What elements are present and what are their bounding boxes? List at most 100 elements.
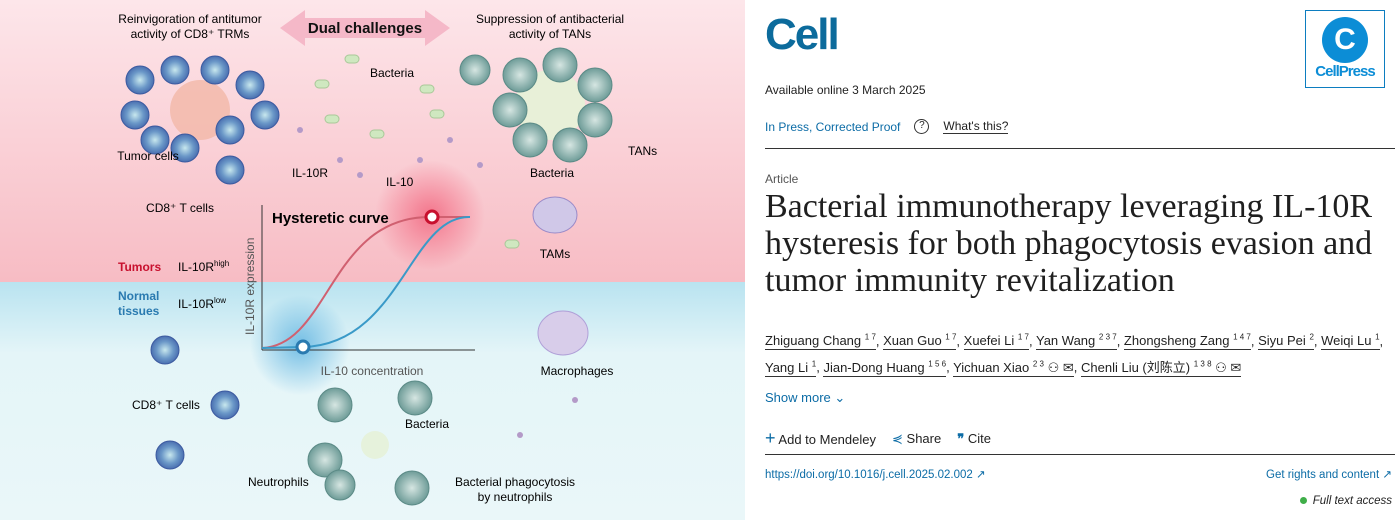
status-dot-icon (1299, 497, 1307, 504)
affiliation-sup: 2 3 (1032, 359, 1044, 369)
article-header: Cell C CellPress Available online 3 Marc… (765, 0, 1400, 520)
question-circle-icon[interactable]: ? (914, 119, 930, 134)
person-icon: ⚇ (1215, 359, 1227, 375)
author-link[interactable]: Zhiguang Chang 1 7 (765, 333, 876, 351)
affiliation-sup: 2 3 7 (1098, 333, 1117, 342)
author-link[interactable]: Xuan Guo 1 7 (883, 333, 957, 351)
label-tumor-cells: Tumor cells (117, 149, 179, 163)
author-link[interactable]: Yan Wang 2 3 7 (1036, 333, 1117, 351)
label-bacteria-tan: Bacteria (530, 166, 574, 180)
curve-upper (261, 215, 470, 349)
author-name: Xuan Guo (883, 333, 942, 349)
label-cd8-top: CD8⁺ T cells (146, 201, 214, 215)
curve-title: Hysteretic curve (272, 210, 389, 227)
normal-region (0, 282, 745, 520)
author-name: Yan Wang (1036, 333, 1096, 349)
author-link[interactable]: Chenli Liu (刘陈立) 1 3 8 ⚇ ✉ (1081, 359, 1242, 377)
dual-arrow-icon (280, 10, 450, 46)
label-bacteria-bottom: Bacteria (405, 417, 449, 431)
author-name: Yichuan Xiao (953, 359, 1030, 375)
header-center: Dual challenges (308, 20, 422, 37)
label-phagocytosis-2: by neutrophils (478, 490, 553, 504)
affiliation-sup: 1 3 8 (1193, 359, 1212, 369)
mendeley-label: Add to Mendeley (778, 432, 876, 447)
share-label: Share (906, 430, 942, 446)
label-macrophages: Macrophages (541, 364, 614, 378)
doi-text: https://doi.org/10.1016/j.cell.2025.02.0… (765, 469, 973, 481)
y-axis-label: IL-10R expression (243, 238, 257, 335)
status: In Press, Corrected Proof (765, 119, 901, 134)
label-phagocytosis-1: Bacterial phagocytosis (455, 475, 575, 489)
available-online: Available online 3 March 2025 (765, 83, 926, 97)
curve-lower (261, 215, 471, 349)
affiliation-sup: 1 (811, 359, 817, 369)
label-normal-2: tissues (118, 304, 160, 318)
cite-label: Cite (967, 430, 991, 446)
author-link[interactable]: Zhongsheng Zang 1 4 7 (1123, 333, 1251, 351)
author-name: Yang Li (765, 359, 809, 375)
article-type: Article (765, 172, 799, 186)
label-tumors: Tumors (118, 260, 161, 274)
label-neutrophils: Neutrophils (248, 475, 309, 489)
cellpress-logo[interactable]: C CellPress (1305, 10, 1385, 88)
author-name: Weiqi Lu (1321, 333, 1372, 349)
plus-icon: + (765, 428, 776, 448)
journal-logo[interactable]: Cell (765, 10, 840, 59)
header-left-2: activity of CD8⁺ TRMs (131, 27, 250, 41)
show-more-button[interactable]: Show more ⌄ (765, 390, 845, 406)
affiliation-sup: 1 5 6 (928, 359, 947, 369)
rights-link[interactable]: Get rights and content ↗ (1266, 467, 1392, 481)
author-name: Zhiguang Chang (765, 333, 862, 349)
cellpress-text: CellPress (1315, 63, 1375, 80)
label-tams: TAMs (540, 247, 570, 261)
person-icon: ⚇ (1047, 359, 1060, 375)
external-link-icon: ↗ (1382, 469, 1392, 481)
affiliation-sup: 1 4 7 (1233, 333, 1251, 342)
label-il10: IL-10 (386, 175, 414, 189)
graphical-abstract: Dual challenges Reinvigoration of antitu… (0, 0, 745, 520)
author-link[interactable]: Jian-Dong Huang 1 5 6 (823, 359, 947, 377)
affiliation-sup: 1 7 (864, 333, 876, 342)
label-il10r: IL-10R (292, 166, 328, 180)
quote-icon: ❞ (957, 430, 965, 446)
doi-link[interactable]: https://doi.org/10.1016/j.cell.2025.02.0… (765, 467, 986, 481)
external-link-icon: ↗ (976, 469, 986, 481)
article-title: Bacterial immunotherapy leveraging IL-10… (765, 188, 1373, 299)
tumor-region (0, 0, 745, 282)
rights-text: Get rights and content (1266, 469, 1380, 481)
x-axis-label: IL-10 concentration (321, 364, 424, 378)
author-name: Chenli Liu (刘陈立) (1081, 359, 1191, 375)
author-link[interactable]: Yang Li 1 (765, 359, 817, 377)
author-link[interactable]: Weiqi Lu 1 (1321, 333, 1380, 351)
header-right-1: Suppression of antibacterial (476, 12, 624, 26)
affiliation-sup: 1 7 (945, 333, 957, 342)
author-link[interactable]: Siyu Pei 2 (1258, 333, 1314, 351)
email-icon[interactable]: ✉ (1230, 359, 1242, 375)
author-name: Xuefei Li (963, 333, 1015, 349)
high-state-marker (424, 209, 440, 225)
author-link[interactable]: Xuefei Li 1 7 (963, 333, 1029, 351)
email-icon[interactable]: ✉ (1062, 359, 1074, 375)
share-button[interactable]: ⋞ Share (892, 431, 941, 447)
label-normal-1: Normal (118, 289, 159, 303)
chevron-down-icon: ⌄ (834, 390, 846, 405)
label-cd8-bottom: CD8⁺ T cells (132, 398, 200, 412)
share-icon: ⋞ (892, 430, 903, 446)
affiliation-sup: 1 (1375, 333, 1380, 342)
access-indicator: Full text access (1299, 495, 1392, 507)
author-name: Jian-Dong Huang (823, 359, 925, 375)
add-to-mendeley-button[interactable]: + Add to Mendeley (765, 428, 876, 449)
access-text: Full text access (1312, 495, 1392, 507)
author-name: Siyu Pei (1258, 333, 1306, 349)
author-name: Zhongsheng Zang (1123, 333, 1230, 349)
author-link[interactable]: Yichuan Xiao 2 3 ⚇ ✉ (953, 359, 1074, 377)
label-tans: TANs (628, 144, 657, 158)
cellpress-mark-icon: C (1322, 17, 1368, 63)
divider (765, 454, 1395, 455)
cite-button[interactable]: ❞ Cite (957, 431, 991, 447)
link-row: https://doi.org/10.1016/j.cell.2025.02.0… (765, 467, 1392, 481)
whats-this-link[interactable]: What's this? (943, 119, 1009, 134)
divider (765, 148, 1395, 149)
header-right-2: activity of TANs (509, 27, 591, 41)
show-more-label: Show more (765, 390, 831, 405)
